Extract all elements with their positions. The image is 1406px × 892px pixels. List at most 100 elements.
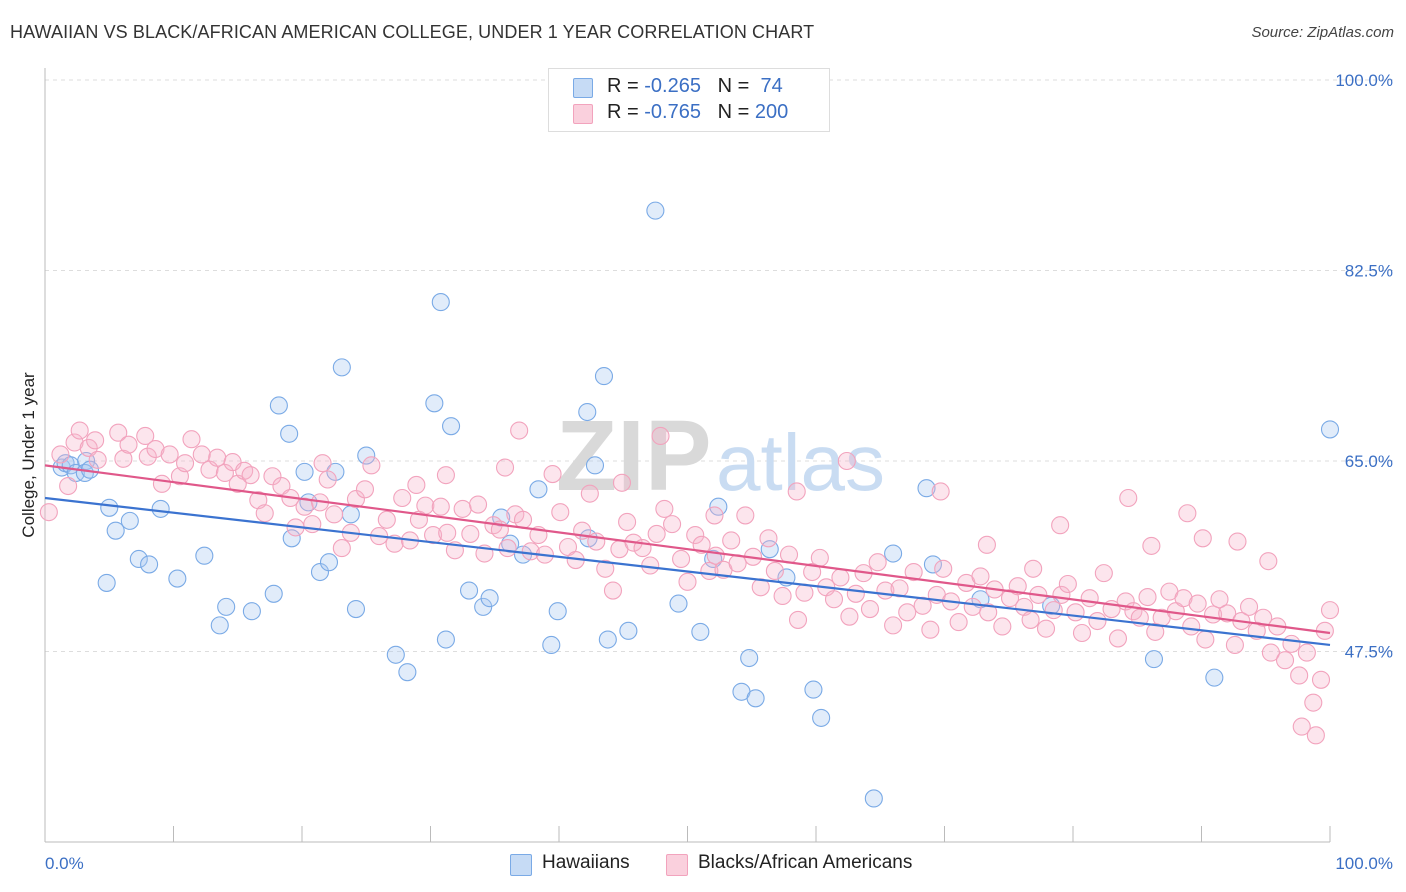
- data-point: [1036, 619, 1056, 638]
- data-point: [1138, 588, 1157, 607]
- data-point: [88, 450, 107, 469]
- x-tick-labels: 0.0% 100.0%: [45, 854, 1393, 873]
- data-point: [332, 539, 351, 558]
- data-point: [1080, 589, 1099, 608]
- data-point: [109, 423, 128, 442]
- legend-n-label: N =: [717, 75, 755, 97]
- data-point: [837, 451, 856, 471]
- data-point: [217, 597, 236, 616]
- legend-r-label: R =: [607, 101, 645, 123]
- data-point: [1225, 635, 1244, 655]
- data-point: [295, 462, 314, 481]
- data-point: [263, 467, 282, 486]
- data-point: [195, 546, 214, 565]
- data-point: [97, 573, 116, 592]
- data-point: [1320, 420, 1340, 439]
- data-point: [192, 445, 211, 464]
- data-point: [393, 488, 412, 508]
- data-point: [548, 602, 567, 621]
- data-point: [280, 424, 299, 443]
- data-point: [804, 680, 823, 699]
- data-point: [86, 431, 105, 450]
- data-point: [691, 622, 710, 641]
- data-point: [182, 430, 201, 449]
- data-point: [1088, 611, 1107, 631]
- data-point: [1297, 643, 1316, 662]
- data-point: [176, 454, 195, 473]
- data-point: [803, 562, 822, 582]
- data-point: [120, 511, 139, 530]
- legend-n-value: 200: [754, 101, 789, 123]
- data-point: [543, 465, 562, 484]
- watermark: ZIP atlas: [556, 400, 885, 512]
- data-point: [618, 512, 637, 532]
- data-point: [424, 525, 443, 545]
- data-point: [598, 630, 617, 649]
- data-point: [759, 529, 778, 548]
- data-point: [1196, 630, 1215, 649]
- data-point: [1210, 590, 1229, 609]
- data-point: [357, 446, 376, 465]
- data-point: [282, 529, 301, 548]
- data-point: [326, 462, 345, 481]
- legend-n-label: N =: [717, 101, 755, 123]
- data-point: [106, 521, 125, 540]
- data-point: [868, 553, 887, 572]
- data-point: [1193, 529, 1212, 548]
- data-point: [585, 456, 605, 475]
- data-point: [979, 603, 998, 622]
- data-point: [831, 568, 850, 587]
- chart-title: HAWAIIAN VS BLACK/AFRICAN AMERICAN COLLE…: [10, 22, 815, 42]
- data-point: [521, 542, 540, 561]
- data-point: [79, 438, 98, 457]
- data-point: [678, 572, 697, 591]
- data-point: [840, 607, 859, 626]
- data-point: [468, 495, 488, 514]
- data-point: [1182, 617, 1201, 636]
- data-point: [151, 499, 170, 518]
- y-tick-label: 100.0%: [1335, 71, 1393, 90]
- data-point: [407, 475, 426, 494]
- data-point: [580, 484, 599, 503]
- data-point: [129, 549, 148, 569]
- data-point: [898, 603, 917, 622]
- trend-line: [44, 464, 1331, 635]
- data-point: [65, 433, 84, 452]
- data-point: [1306, 726, 1325, 745]
- data-point: [542, 635, 561, 655]
- legend-row-blacks: R = -0.765 N = 200: [573, 101, 788, 125]
- data-point: [346, 490, 366, 509]
- data-point: [249, 491, 268, 510]
- data-point: [1142, 536, 1161, 555]
- data-point: [740, 648, 759, 668]
- data-point: [355, 480, 375, 499]
- data-point: [1051, 516, 1070, 535]
- data-point: [934, 559, 953, 578]
- x-tick-label: 100.0%: [1335, 854, 1393, 873]
- data-point: [241, 466, 260, 485]
- data-point: [1188, 594, 1207, 613]
- data-point: [1108, 629, 1128, 648]
- data-point: [846, 584, 865, 603]
- data-point: [765, 561, 784, 580]
- data-point: [75, 463, 94, 483]
- data-point: [386, 645, 405, 664]
- x-tick-label: 0.0%: [45, 854, 84, 873]
- data-point: [594, 367, 614, 386]
- data-point: [168, 569, 187, 588]
- data-point: [746, 689, 765, 708]
- data-point: [686, 525, 705, 545]
- data-point: [461, 524, 480, 543]
- data-point: [949, 613, 968, 632]
- data-point: [1021, 610, 1040, 629]
- data-point: [1144, 650, 1164, 669]
- data-point: [152, 474, 171, 493]
- data-point: [1282, 634, 1301, 653]
- data-point: [1261, 643, 1280, 662]
- data-point: [228, 474, 247, 493]
- data-point: [398, 663, 417, 682]
- y-tick-labels: 47.5% 65.0% 82.5% 100.0%: [1335, 71, 1393, 662]
- data-point: [1254, 608, 1273, 627]
- data-point: [663, 515, 682, 534]
